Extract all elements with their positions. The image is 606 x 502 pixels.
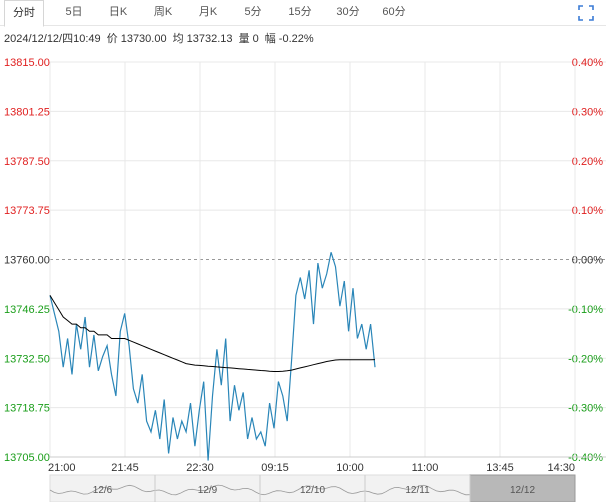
y-left-tick-label: 13773.75 xyxy=(4,205,50,217)
expand-icon[interactable] xyxy=(578,5,594,21)
y-left-tick-label: 13746.25 xyxy=(4,304,50,316)
x-tick-label: 11:00 xyxy=(412,462,439,474)
y-left-tick-label: 13705.00 xyxy=(4,452,50,464)
price-value: 13730.00 xyxy=(120,33,167,45)
x-tick-label: 14:30 xyxy=(547,462,575,474)
y-right-tick-label: -0.20% xyxy=(568,353,603,365)
y-left-tick-label: 13815.00 xyxy=(4,57,50,69)
x-tick-label: 10:00 xyxy=(336,462,364,474)
tab-7[interactable]: 30分 xyxy=(336,6,360,18)
tab-8[interactable]: 60分 xyxy=(382,6,406,18)
y-right-tick-label: 0.00% xyxy=(572,255,603,267)
x-tick-label: 21:45 xyxy=(111,462,139,474)
intraday-chart-svg[interactable]: 13815.00 0.40% 13801.25 0.30% 13787.50 0.20% 1… xyxy=(0,50,606,502)
change-label: 幅 xyxy=(264,33,276,45)
avg-label: 均 xyxy=(172,33,184,45)
navigator-label: 12/10 xyxy=(300,485,325,496)
tab-0[interactable]: 分时 xyxy=(4,0,44,27)
y-left-tick-label: 13801.25 xyxy=(4,106,50,118)
navigator-label: 12/11 xyxy=(405,485,430,496)
tab-6[interactable]: 15分 xyxy=(288,6,312,18)
y-right-tick-label: 0.30% xyxy=(572,106,603,118)
navigator-label: 12/6 xyxy=(93,485,113,496)
period-tab-bar: 分时 5日 日K 周K 月K 5分 15分 30分 60分 xyxy=(0,0,606,27)
tab-2[interactable]: 日K xyxy=(108,6,128,18)
x-tick-label: 13:45 xyxy=(486,462,514,474)
avg-value: 13732.13 xyxy=(186,33,233,45)
y-right-tick-label: 0.40% xyxy=(572,57,603,69)
datetime-value: 2024/12/12/四10:49 xyxy=(4,33,101,45)
y-left-tick-label: 13787.50 xyxy=(4,156,50,168)
average-line xyxy=(49,295,376,372)
navigator-label: 12/12 xyxy=(510,485,535,496)
y-right-tick-label: 0.10% xyxy=(572,205,603,217)
navigator-selection[interactable] xyxy=(469,474,576,502)
x-tick-label: 09:15 xyxy=(261,462,289,474)
tab-4[interactable]: 月K xyxy=(198,6,218,18)
tab-5[interactable]: 5分 xyxy=(244,6,262,18)
price-line xyxy=(49,252,376,461)
volume-value: 0 xyxy=(252,33,259,45)
x-tick-label: 22:30 xyxy=(186,462,214,474)
tab-3[interactable]: 周K xyxy=(153,6,173,18)
y-right-tick-label: -0.30% xyxy=(568,403,603,415)
y-left-tick-label: 13718.75 xyxy=(4,403,50,415)
x-tick-label: 21:00 xyxy=(48,462,76,474)
intraday-chart[interactable]: 13815.00 0.40% 13801.25 0.30% 13787.50 0.20% 1… xyxy=(0,50,606,502)
navigator-label: 12/9 xyxy=(198,485,218,496)
y-right-tick-label: -0.10% xyxy=(568,304,603,316)
volume-label: 量 xyxy=(238,33,250,45)
y-left-tick-label: 13732.50 xyxy=(4,353,50,365)
y-right-tick-label: 0.20% xyxy=(572,156,603,168)
change-value: -0.22% xyxy=(278,33,314,45)
tab-1[interactable]: 5日 xyxy=(65,6,83,18)
y-right-tick-label: -0.40% xyxy=(568,452,603,464)
y-left-tick-label: 13760.00 xyxy=(4,255,50,267)
price-label: 价 xyxy=(106,33,118,45)
